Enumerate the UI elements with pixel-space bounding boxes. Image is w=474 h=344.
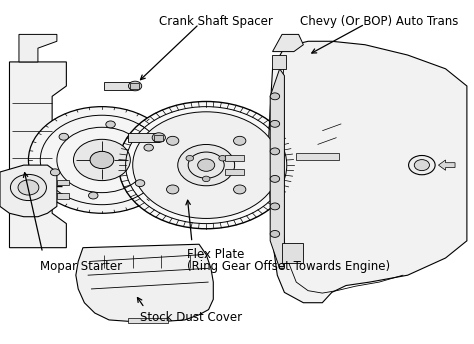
Circle shape: [186, 155, 193, 161]
Circle shape: [270, 148, 280, 155]
Polygon shape: [19, 34, 57, 62]
Circle shape: [10, 174, 46, 201]
Circle shape: [152, 133, 165, 142]
Circle shape: [73, 139, 130, 181]
Circle shape: [414, 160, 429, 171]
Circle shape: [50, 169, 60, 176]
Polygon shape: [0, 165, 57, 217]
Circle shape: [106, 121, 115, 128]
Polygon shape: [273, 34, 303, 52]
Circle shape: [89, 192, 98, 199]
Bar: [57, 193, 69, 199]
Bar: [57, 180, 69, 185]
Bar: [272, 55, 286, 69]
Circle shape: [178, 144, 235, 186]
Circle shape: [270, 203, 280, 210]
Polygon shape: [270, 69, 284, 268]
Bar: [104, 82, 135, 90]
Bar: [130, 83, 139, 89]
Circle shape: [198, 159, 215, 171]
Circle shape: [202, 176, 210, 182]
Bar: [128, 318, 168, 323]
Text: Mopar Starter: Mopar Starter: [40, 260, 122, 273]
Polygon shape: [268, 41, 467, 303]
Text: Flex Plate: Flex Plate: [187, 248, 245, 261]
Circle shape: [18, 180, 39, 195]
Circle shape: [270, 175, 280, 182]
Circle shape: [90, 151, 114, 169]
Circle shape: [133, 112, 280, 218]
Circle shape: [270, 93, 280, 100]
Circle shape: [128, 81, 142, 91]
Bar: [296, 153, 339, 160]
Circle shape: [270, 120, 280, 127]
Bar: [225, 155, 244, 161]
Polygon shape: [438, 160, 455, 170]
Circle shape: [135, 180, 145, 186]
Circle shape: [409, 155, 435, 175]
Circle shape: [118, 101, 294, 229]
Bar: [128, 133, 159, 142]
Circle shape: [234, 185, 246, 194]
Bar: [282, 243, 303, 263]
Circle shape: [166, 185, 179, 194]
Text: Chevy (Or BOP) Auto Trans: Chevy (Or BOP) Auto Trans: [300, 15, 458, 29]
Bar: [225, 169, 244, 175]
Circle shape: [166, 136, 179, 145]
Polygon shape: [9, 62, 66, 248]
Text: (Ring Gear Offset Towards Engine): (Ring Gear Offset Towards Engine): [187, 260, 391, 273]
Circle shape: [144, 144, 154, 151]
Circle shape: [234, 136, 246, 145]
Circle shape: [59, 133, 69, 140]
Circle shape: [219, 155, 227, 161]
Circle shape: [28, 107, 175, 213]
Text: Crank Shaft Spacer: Crank Shaft Spacer: [159, 15, 273, 29]
Bar: [154, 135, 163, 141]
Polygon shape: [76, 244, 213, 322]
Circle shape: [270, 230, 280, 237]
Text: Stock Dust Cover: Stock Dust Cover: [140, 311, 242, 324]
